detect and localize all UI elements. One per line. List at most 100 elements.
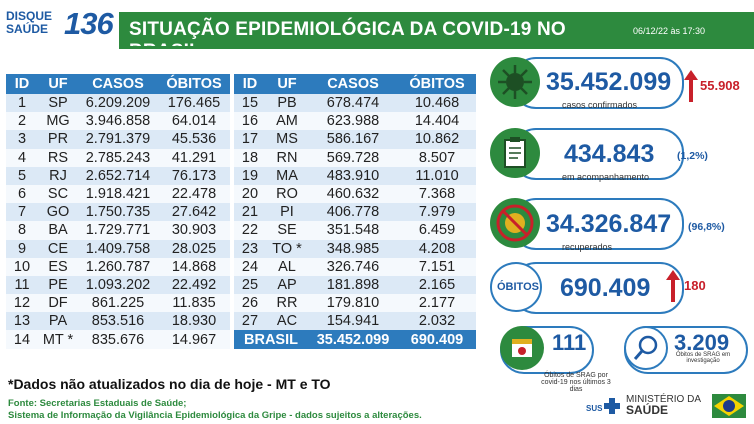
cell-casos: 1.409.758: [78, 239, 158, 258]
cell-id: 10: [6, 257, 38, 276]
table-row: 9 CE 1.409.758 28.025: [6, 239, 230, 258]
cell-uf: PE: [38, 275, 78, 295]
cell-casos: 853.516: [78, 312, 158, 331]
table-row: 3 PR 2.791.379 45.536: [6, 130, 230, 149]
table-row: 24 AL 326.746 7.151: [234, 257, 476, 276]
header-divider: [119, 46, 754, 49]
monitoring-pct: (1,2%): [677, 150, 708, 162]
cell-obitos: 22.478: [158, 184, 230, 204]
table-row: 23 TO * 348.985 4.208: [234, 239, 476, 258]
cell-id: 27: [234, 312, 266, 331]
cell-obitos: 7.151: [398, 257, 476, 276]
cell-id: 24: [234, 257, 266, 276]
sus-logo: SUS: [586, 404, 603, 413]
table-row: 25 AP 181.898 2.165: [234, 275, 476, 295]
cell-casos: 351.548: [308, 221, 398, 240]
cell-id: 22: [234, 221, 266, 240]
confirmed-label: casos confirmados: [562, 100, 638, 110]
cell-casos: 1.750.735: [78, 203, 158, 222]
monitoring-value: 434.843: [564, 140, 655, 168]
cell-casos: 483.910: [308, 166, 398, 185]
cell-obitos: 28.025: [158, 239, 230, 258]
cell-casos: 835.676: [78, 330, 158, 349]
col-uf: UF: [266, 74, 308, 94]
investigation-label: Óbitos de SRAG em investigação: [675, 352, 731, 364]
cell-obitos: 7.368: [398, 184, 476, 204]
cell-obitos: 18.930: [158, 312, 230, 331]
table-row: 17 MS 586.167 10.862: [234, 130, 476, 149]
cell-uf: SE: [266, 221, 308, 240]
cell-uf: AL: [266, 257, 308, 276]
monitoring-pill: [512, 128, 684, 180]
deaths-badge-text: ÓBITOS: [497, 281, 539, 293]
table-row: 11 PE 1.093.202 22.492: [6, 275, 230, 295]
cell-casos: 1.260.787: [78, 257, 158, 276]
total-obitos: 690.409: [398, 330, 476, 349]
cell-uf: PA: [38, 312, 78, 331]
confirmed-pill: [512, 57, 684, 109]
disque-saude-logo: DISQUE SAÚDE 136: [6, 6, 114, 42]
cell-id: 12: [6, 294, 38, 313]
cell-obitos: 14.868: [158, 257, 230, 276]
no-virus-icon: [490, 198, 540, 248]
cell-obitos: 76.173: [158, 166, 230, 185]
cell-casos: 406.778: [308, 203, 398, 222]
cell-uf: TO *: [266, 239, 308, 258]
cell-obitos: 2.177: [398, 294, 476, 313]
table-header-row: ID UF CASOS ÓBITOS: [6, 74, 230, 94]
update-date: 06/12/22 às 17:30: [633, 26, 706, 36]
cell-casos: 326.746: [308, 257, 398, 276]
states-table-left: ID UF CASOS ÓBITOS 1 SP 6.209.209 176.465 2 M…: [6, 74, 230, 349]
cell-uf: ES: [38, 257, 78, 276]
cell-id: 13: [6, 312, 38, 331]
table-row: 6 SC 1.918.421 22.478: [6, 184, 230, 204]
deaths-delta: 180: [684, 278, 706, 293]
col-id: ID: [6, 74, 38, 94]
brazil-flag-icon: [712, 394, 746, 418]
recovered-value: 34.326.847: [546, 210, 672, 238]
calendar-icon: [500, 326, 544, 370]
cell-id: 7: [6, 203, 38, 222]
cell-casos: 179.810: [308, 294, 398, 313]
cell-obitos: 14.967: [158, 330, 230, 349]
table-row: 21 PI 406.778 7.979: [234, 203, 476, 222]
cell-id: 18: [234, 148, 266, 167]
cell-casos: 348.985: [308, 239, 398, 258]
cell-id: 9: [6, 239, 38, 258]
logo-bottom-text: SAÚDE: [6, 22, 49, 36]
footnote: *Dados não atualizados no dia de hoje - …: [8, 376, 331, 392]
cell-id: 23: [234, 239, 266, 258]
cell-id: 5: [6, 166, 38, 185]
cell-uf: AM: [266, 112, 308, 131]
cell-id: 26: [234, 294, 266, 313]
table-row: 8 BA 1.729.771 30.903: [6, 221, 230, 240]
magnifier-icon: [624, 326, 668, 370]
cell-obitos: 22.492: [158, 275, 230, 295]
cell-obitos: 176.465: [158, 94, 230, 113]
total-casos: 35.452.099: [308, 330, 398, 349]
cell-casos: 6.209.209: [78, 94, 158, 113]
cell-uf: CE: [38, 239, 78, 258]
table-row: 22 SE 351.548 6.459: [234, 221, 476, 240]
cell-casos: 3.946.858: [78, 112, 158, 131]
cell-uf: AC: [266, 312, 308, 331]
col-id: ID: [234, 74, 266, 94]
table-row: 13 PA 853.516 18.930: [6, 312, 230, 331]
cell-casos: 1.918.421: [78, 184, 158, 204]
cell-id: 19: [234, 166, 266, 185]
logo-top-text: DISQUE: [6, 9, 53, 23]
cell-obitos: 45.536: [158, 130, 230, 149]
cell-uf: PI: [266, 203, 308, 222]
srag-label: Óbitos de SRAG por covid-19 nos últimos …: [541, 372, 611, 393]
total-row: BRASIL 35.452.099 690.409: [234, 330, 476, 349]
cell-obitos: 11.010: [398, 166, 476, 185]
up-arrow-icon: [684, 70, 698, 102]
cell-casos: 678.474: [308, 94, 398, 113]
deaths-value: 690.409: [560, 274, 651, 302]
table-row: 1 SP 6.209.209 176.465: [6, 94, 230, 113]
table-row: 26 RR 179.810 2.177: [234, 294, 476, 313]
cell-obitos: 14.404: [398, 112, 476, 131]
cell-casos: 623.988: [308, 112, 398, 131]
cell-casos: 1.093.202: [78, 275, 158, 295]
cell-casos: 586.167: [308, 130, 398, 149]
